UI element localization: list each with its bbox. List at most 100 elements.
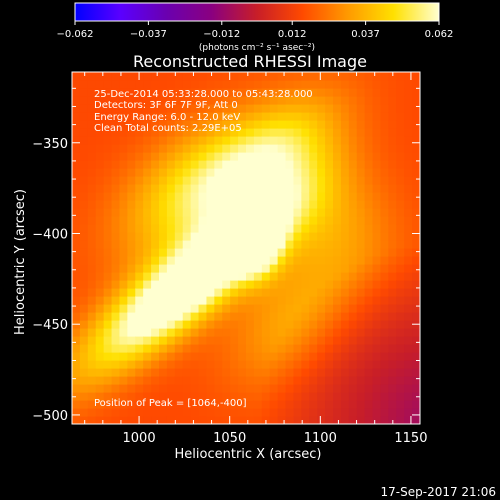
heatmap-cell <box>293 320 302 329</box>
heatmap-cell <box>348 360 358 369</box>
heatmap-cell <box>222 344 231 353</box>
heatmap-cell <box>372 176 382 185</box>
heatmap-cell <box>261 296 271 305</box>
x-tick-label: 1050 <box>213 431 246 446</box>
heatmap-cell <box>111 184 121 193</box>
heatmap-cell <box>333 400 342 409</box>
heatmap-cell <box>246 320 255 329</box>
heatmap-cell <box>388 400 397 409</box>
heatmap-cell <box>87 328 97 337</box>
heatmap-cell <box>301 240 310 249</box>
heatmap-cell <box>372 72 382 81</box>
heatmap-cell <box>119 224 128 233</box>
heatmap-cell <box>293 360 302 369</box>
heatmap-cell <box>388 216 397 225</box>
heatmap-cell <box>372 288 382 297</box>
heatmap-cell <box>174 152 184 161</box>
heatmap-cell <box>364 216 374 225</box>
heatmap-cell <box>174 104 184 113</box>
heatmap-cell <box>230 264 239 273</box>
heatmap-cell <box>103 392 113 401</box>
heatmap-cell <box>159 416 168 424</box>
heatmap-cell <box>253 96 263 105</box>
heatmap-cell <box>269 376 279 385</box>
heatmap-cell <box>151 152 160 161</box>
heatmap-cell <box>348 376 358 385</box>
heatmap-cell <box>135 312 144 321</box>
heatmap-cell <box>301 296 310 305</box>
heatmap-cell <box>87 240 97 249</box>
heatmap-cell <box>111 120 121 129</box>
heatmap-cell <box>356 120 366 129</box>
heatmap-cell <box>79 312 89 321</box>
heatmap-cell <box>404 80 413 89</box>
heatmap-cell <box>174 128 184 137</box>
heatmap-cell <box>388 88 397 97</box>
heatmap-cell <box>230 128 239 137</box>
heatmap-cell <box>348 96 358 105</box>
heatmap-cell <box>135 136 144 145</box>
heatmap-cell <box>174 120 184 129</box>
heatmap-cell <box>269 352 279 361</box>
heatmap-cell <box>143 376 152 385</box>
heatmap-cell <box>111 136 121 145</box>
heatmap-cell <box>159 400 168 409</box>
heatmap-cell <box>143 344 152 353</box>
heatmap-cell <box>364 176 374 185</box>
heatmap-cell <box>230 376 239 385</box>
heatmap-cell <box>198 400 208 409</box>
heatmap-cell <box>230 136 239 145</box>
heatmap-cell <box>404 376 413 385</box>
heatmap-cell <box>388 136 397 145</box>
heatmap-cell <box>135 232 144 241</box>
heatmap-cell <box>253 152 263 161</box>
heatmap-cell <box>206 296 215 305</box>
heatmap-cell <box>412 384 420 393</box>
heatmap-cell <box>119 296 128 305</box>
heatmap-cell <box>182 72 192 81</box>
heatmap-cell <box>404 416 413 424</box>
heatmap-cell <box>388 360 397 369</box>
heatmap-cell <box>190 120 200 129</box>
heatmap-cell <box>72 160 81 169</box>
heatmap-cell <box>293 296 302 305</box>
heatmap-cell <box>364 256 374 265</box>
heatmap-cell <box>301 336 310 345</box>
heatmap-cell <box>206 256 215 265</box>
heatmap-cell <box>269 312 279 321</box>
heatmap-cell <box>269 328 279 337</box>
heatmap-cell <box>388 280 397 289</box>
heatmap-cell <box>198 144 208 153</box>
heatmap-cell <box>380 168 389 177</box>
heatmap-cell <box>301 216 310 225</box>
heatmap-cell <box>119 336 128 345</box>
heatmap-cell <box>214 184 223 193</box>
heatmap-cell <box>404 320 413 329</box>
heatmap-cell <box>119 280 128 289</box>
heatmap-cell <box>103 80 113 89</box>
heatmap-cell <box>135 240 144 249</box>
heatmap-cell <box>198 312 208 321</box>
heatmap-cell <box>159 376 168 385</box>
heatmap-cell <box>309 120 318 129</box>
heatmap-cell <box>222 368 231 377</box>
heatmap-cell <box>87 120 97 129</box>
heatmap-cell <box>103 264 113 273</box>
heatmap-cell <box>317 184 326 193</box>
heatmap-cell <box>340 184 350 193</box>
heatmap-cell <box>333 320 342 329</box>
heatmap-cell <box>198 176 208 185</box>
heatmap-cell <box>182 280 192 289</box>
heatmap-cell <box>348 272 358 281</box>
heatmap-cell <box>119 72 128 81</box>
heatmap-cell <box>159 240 168 249</box>
heatmap-cell <box>72 288 81 297</box>
heatmap-cell <box>198 96 208 105</box>
heatmap-cell <box>356 240 366 249</box>
heatmap-cell <box>412 240 420 249</box>
heatmap-cell <box>309 408 318 417</box>
heatmap-cell <box>174 320 184 329</box>
heatmap-cell <box>238 152 247 161</box>
heatmap-cell <box>340 96 350 105</box>
heatmap-cell <box>111 176 121 185</box>
